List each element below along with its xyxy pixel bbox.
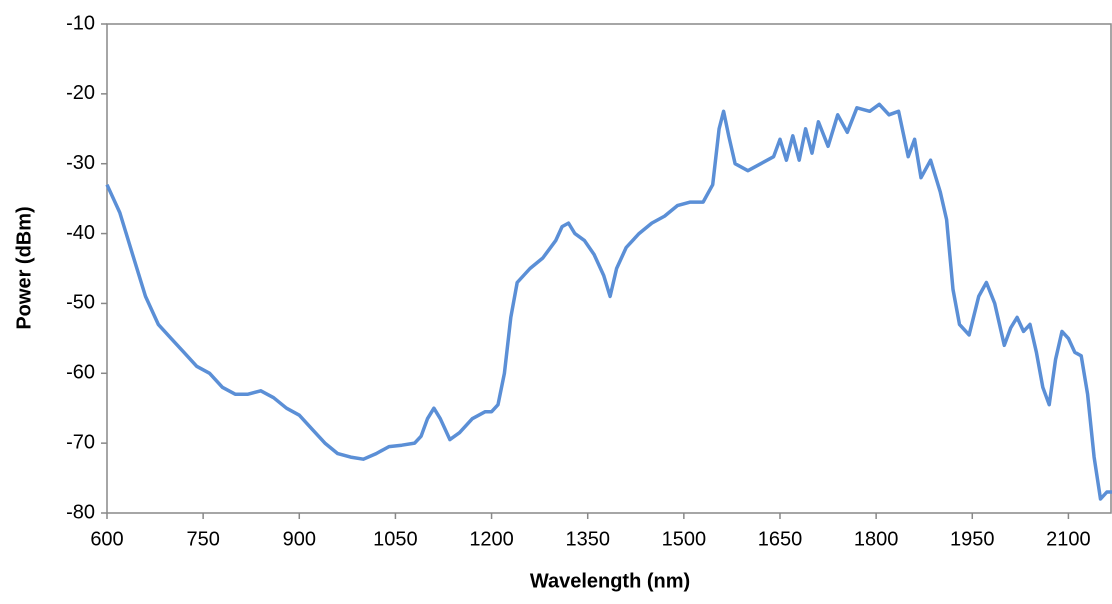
x-tick-label: 900 <box>283 528 316 550</box>
x-tick-label: 1500 <box>662 528 707 550</box>
y-tick-label: -40 <box>66 222 95 244</box>
data-line <box>105 102 1112 501</box>
y-tick-label: -70 <box>66 431 95 453</box>
x-tick-label: 1350 <box>565 528 610 550</box>
x-tick-label: 1800 <box>854 528 899 550</box>
y-axis-label: Power (dBm) <box>13 206 35 329</box>
x-axis-label: Wavelength (nm) <box>530 570 690 592</box>
x-tick-label: 1650 <box>758 528 803 550</box>
y-tick-label: -20 <box>66 82 95 104</box>
y-tick-label: -30 <box>66 152 95 174</box>
y-tick-label: -50 <box>66 292 95 314</box>
y-tick-label: -80 <box>66 501 95 523</box>
x-tick-label: 1200 <box>469 528 514 550</box>
y-tick-label: -10 <box>66 12 95 34</box>
x-tick-label: 1950 <box>950 528 995 550</box>
plot-frame <box>106 23 1112 514</box>
x-tick-label: 2100 <box>1046 528 1091 550</box>
y-tick-label: -60 <box>66 362 95 384</box>
x-tick-label: 1050 <box>373 528 418 550</box>
x-tick-label: 600 <box>90 528 123 550</box>
x-tick-label: 750 <box>186 528 219 550</box>
